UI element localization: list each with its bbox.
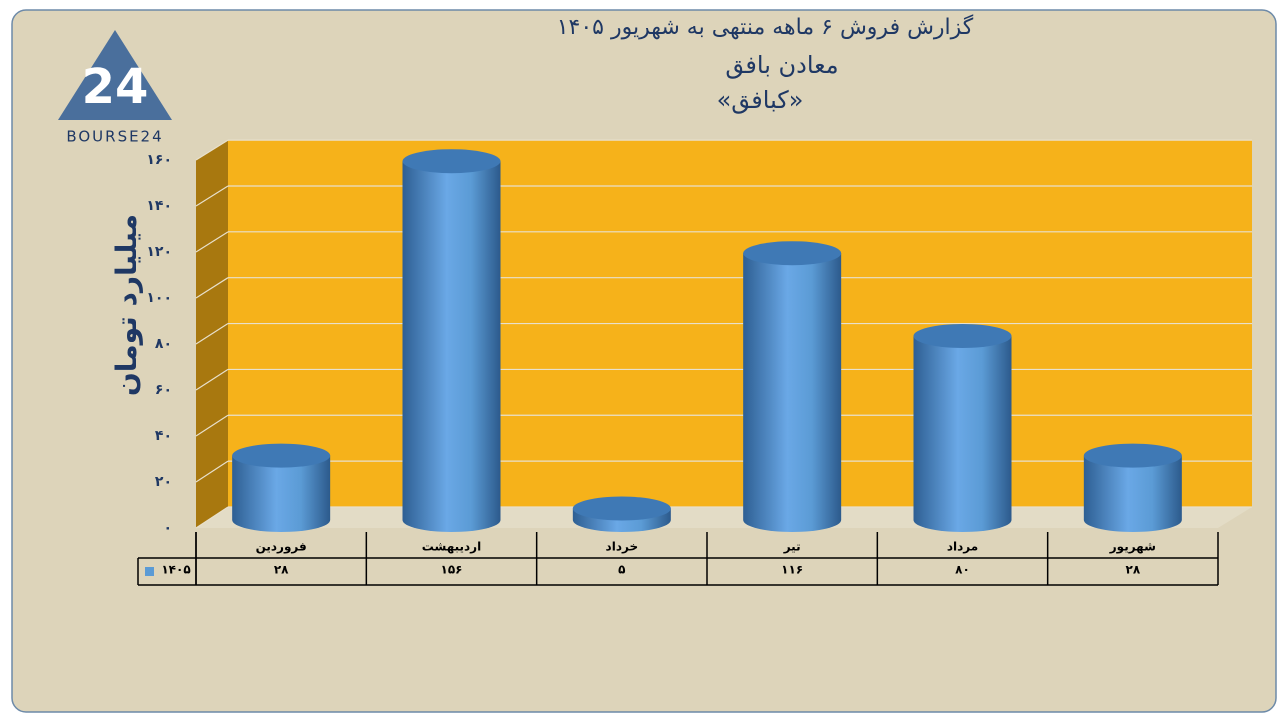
legend-swatch [145,567,154,576]
x-tick-label: فروردین [256,540,307,555]
grid-line [195,323,229,345]
value-label: ۱۱۶ [781,563,803,577]
cylinder-top [572,496,671,521]
grid-line [195,506,229,529]
logo-mark: 24 [82,59,149,115]
chart-subtitle: «کبافق» [717,86,804,114]
grid-line [195,231,229,253]
grid-line [195,368,229,391]
cylinder-top [232,443,331,468]
logo-triangle [58,30,172,120]
cylinder-body [743,253,842,532]
chart-title: گزارش فروش ۶ ماهه منتهی به شهریور ۱۴۰۵ [557,14,974,40]
y-tick-label: ۴۰ [155,428,172,444]
y-tick-label: ۱۴۰ [146,198,172,214]
cylinder-body [1083,455,1182,532]
grid-line [195,460,229,483]
grid-line [195,185,229,207]
cylinder-top [913,324,1012,348]
cylinder-top [1083,443,1182,468]
cylinder-top [402,149,501,174]
legend-label: ۱۴۰۵ [161,563,190,577]
value-label: ۸۰ [955,563,970,577]
y-tick-label: ۶۰ [155,382,172,398]
y-tick-label: ۱۰۰ [146,290,172,306]
y-tick-label: ۱۶۰ [146,152,172,168]
cylinder-top [743,241,842,266]
data-table [137,532,1219,586]
value-label: ۱۵۶ [441,563,463,577]
cylinder-body [913,336,1012,532]
y-tick-label: ۸۰ [155,336,172,352]
logo-name: BOURSE24 [66,128,163,146]
y-tick-label: ۱۲۰ [146,244,172,260]
x-tick-label: اردیبهشت [422,540,481,554]
grid-line [195,139,229,161]
value-label: ۵ [618,563,625,577]
grid-line [195,277,229,299]
chart-subtitle: معادن بافق [725,51,838,79]
x-tick-label: تیر [783,540,801,554]
grid-line [195,414,229,437]
x-tick-label: مرداد [947,540,978,554]
cylinder-body [232,455,331,532]
y-tick-label: ۲۰ [155,474,172,490]
x-tick-label: خرداد [606,540,639,554]
x-tick-label: شهریور [1109,540,1156,555]
cylinder-body [402,161,501,532]
value-label: ۲۸ [274,563,289,577]
y-axis-label: میلیارد تومان [110,214,143,396]
y-tick-label: ۰ [163,520,172,536]
value-label: ۲۸ [1126,563,1141,577]
